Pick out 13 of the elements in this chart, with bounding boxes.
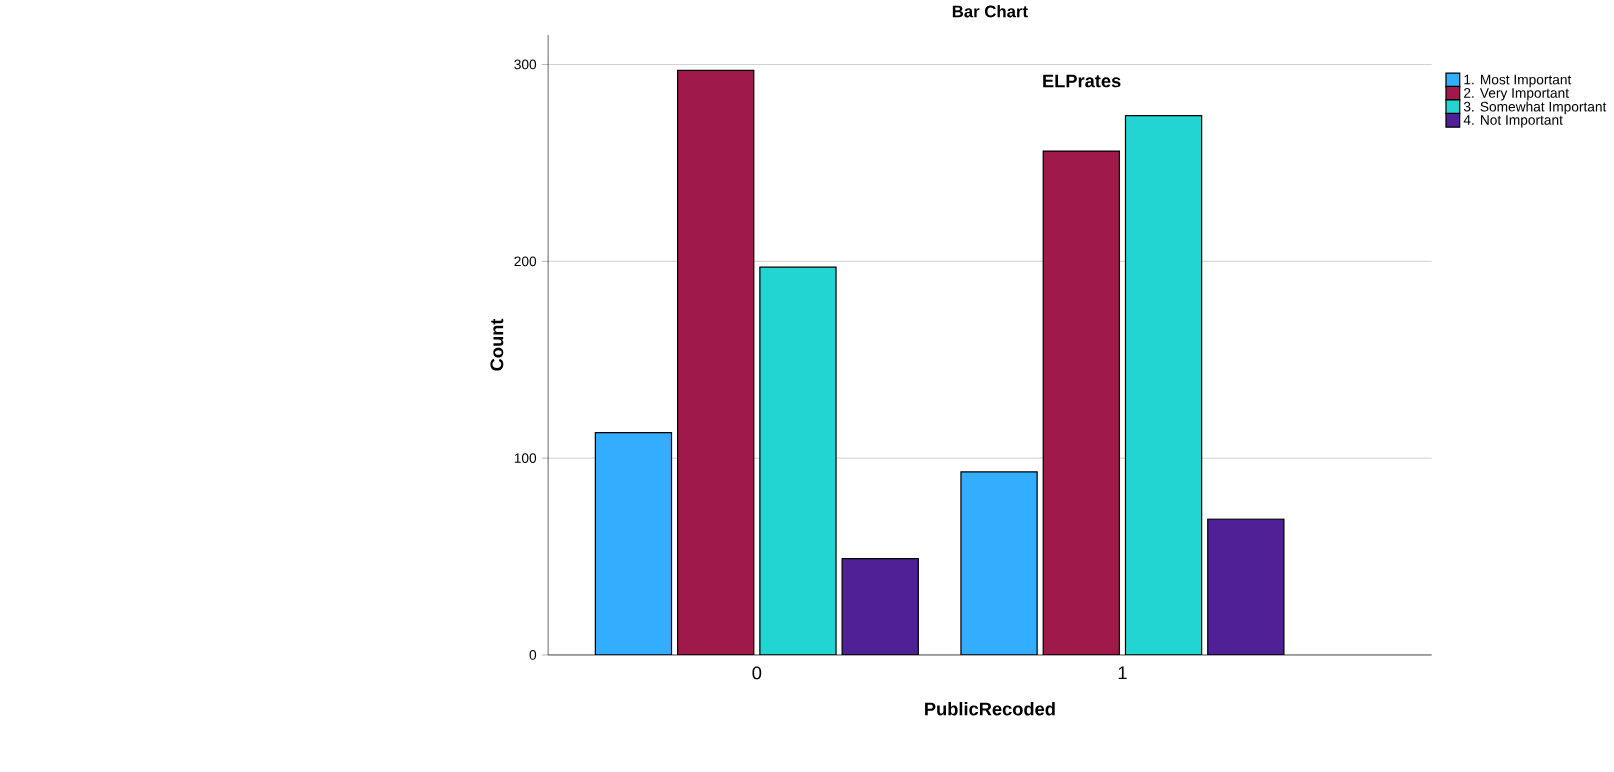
chart-title: Bar Chart [952, 5, 1028, 18]
y-axis-title: Count [490, 319, 504, 372]
bar [677, 70, 755, 656]
legend-title: ELPrates [1043, 75, 1121, 88]
bar [960, 471, 1038, 656]
x-axis-title: PublicRecoded [925, 702, 1055, 716]
bar [1124, 115, 1203, 656]
bar [759, 267, 837, 656]
bar [594, 432, 673, 656]
bar [841, 558, 919, 656]
x-tick-label: 1 [1118, 666, 1127, 680]
bar [1042, 150, 1120, 656]
bar [1207, 518, 1285, 656]
